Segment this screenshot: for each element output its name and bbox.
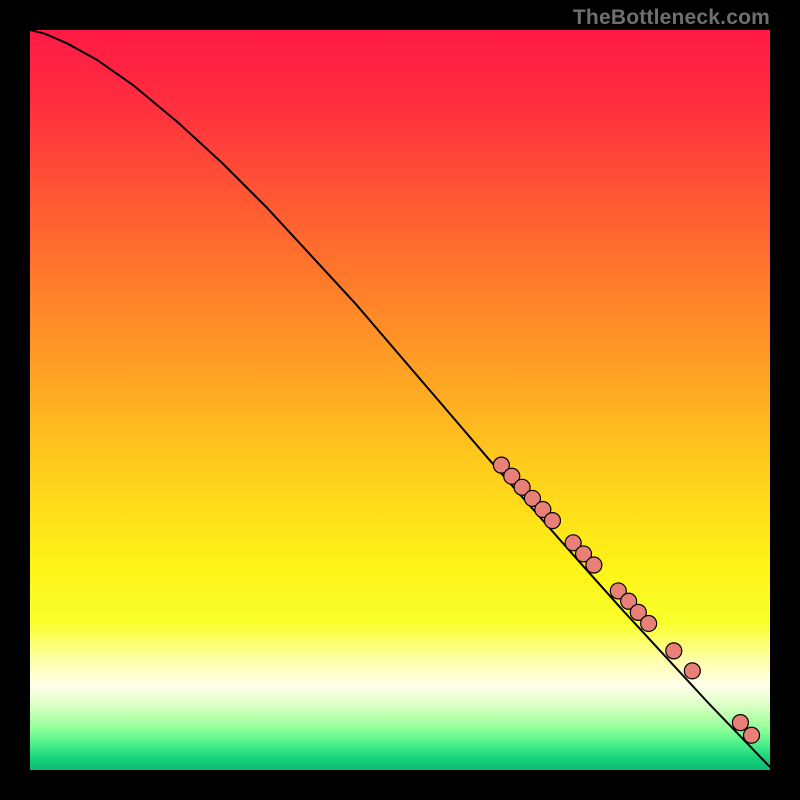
data-marker xyxy=(586,557,602,573)
chart-svg xyxy=(30,30,770,770)
data-marker xyxy=(666,643,682,659)
data-marker xyxy=(732,715,748,731)
data-markers xyxy=(493,457,759,743)
watermark-text: TheBottleneck.com xyxy=(573,6,770,30)
data-marker xyxy=(744,727,760,743)
data-marker xyxy=(544,513,560,529)
plot-area xyxy=(30,30,770,770)
data-marker xyxy=(684,663,700,679)
data-marker xyxy=(641,615,657,631)
curve-line xyxy=(30,30,770,767)
